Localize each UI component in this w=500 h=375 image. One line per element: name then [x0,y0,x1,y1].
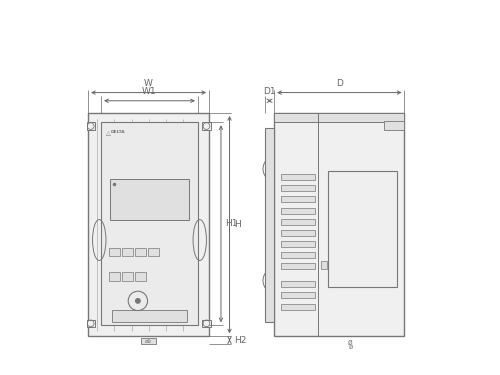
Bar [136,248,146,256]
Bar [281,263,315,269]
Circle shape [136,298,140,303]
Bar [101,122,198,325]
Bar [281,304,315,310]
Bar [88,113,209,336]
Bar [281,174,315,180]
Bar [110,248,120,256]
Text: D: D [336,79,343,88]
Bar [281,252,315,258]
Bar [112,310,186,322]
Bar [265,128,274,321]
Text: ø: ø [348,344,352,350]
Text: △: △ [106,130,110,135]
Bar [148,248,159,256]
Bar [322,261,326,269]
Text: ø: ø [348,338,353,346]
Bar [281,196,315,202]
Bar [110,272,120,280]
Bar [202,122,210,130]
Bar [110,179,188,220]
Bar [142,338,156,344]
Text: H2: H2 [234,336,246,345]
Text: H: H [234,220,240,229]
Bar [281,230,315,236]
Bar [281,185,315,191]
Bar [86,122,95,130]
Bar [281,292,315,298]
Text: ø⊕: ø⊕ [145,338,152,344]
Bar [281,208,315,213]
Text: H1: H1 [226,219,238,228]
Bar [274,113,404,122]
Bar [281,241,315,247]
Bar [122,272,133,280]
Text: D1: D1 [263,87,276,96]
Bar [281,281,315,287]
Bar [274,113,404,336]
Bar [136,272,146,280]
Bar [86,320,95,327]
Bar [384,122,404,130]
Bar [122,248,133,256]
Text: W1: W1 [142,87,157,96]
Bar [281,219,315,225]
Bar [328,171,397,287]
Text: W: W [144,79,153,88]
Bar [202,320,210,327]
Text: DELTA: DELTA [111,130,126,134]
